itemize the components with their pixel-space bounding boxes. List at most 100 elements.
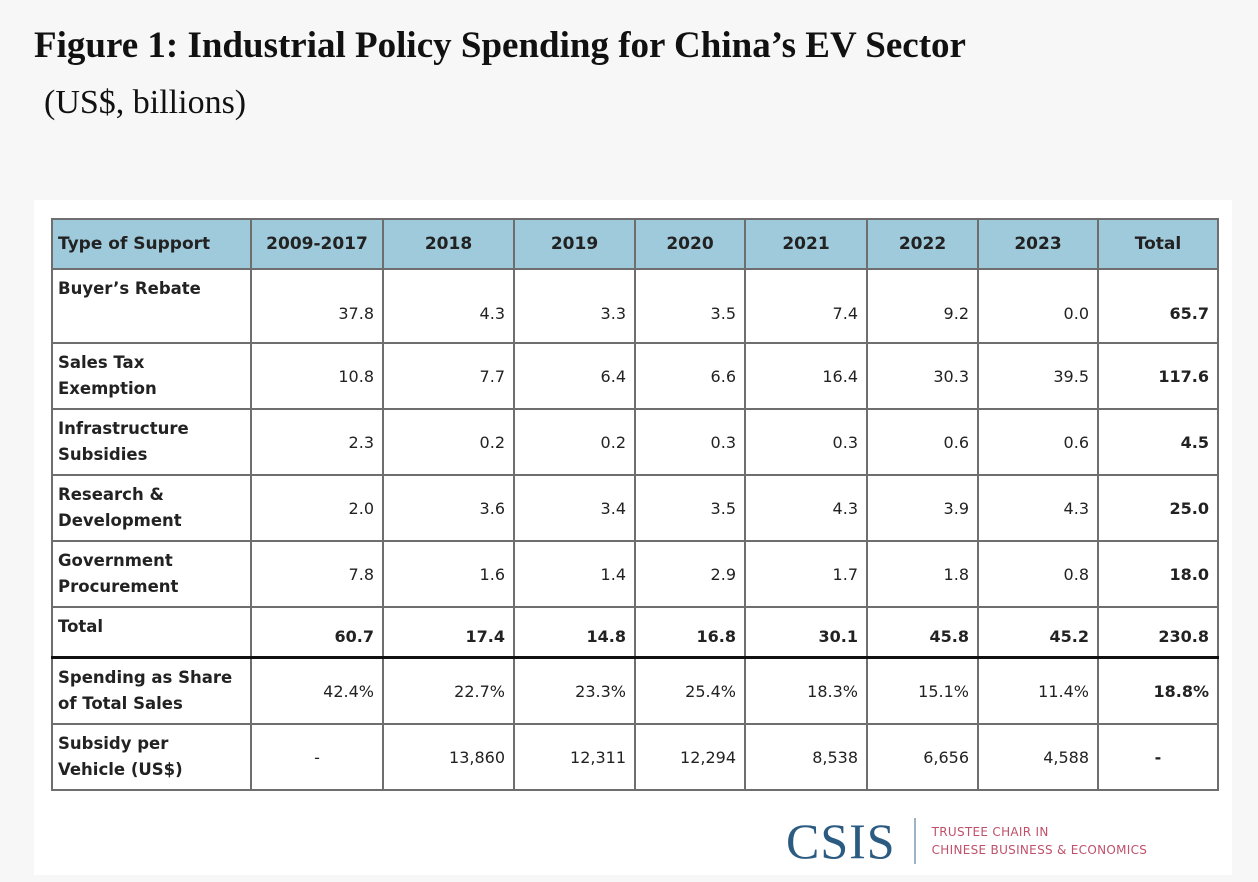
row-total-cell: 230.8 xyxy=(1097,606,1219,659)
value-cell: 16.4 xyxy=(744,342,868,410)
value-cell: 18.3% xyxy=(744,656,868,725)
row-label-line: Procurement xyxy=(58,577,179,596)
logo-chair: TRUSTEE CHAIR IN CHINESE BUSINESS & ECON… xyxy=(932,823,1148,859)
row-label-line: Government xyxy=(58,551,173,570)
row-label-line: Research & xyxy=(58,485,164,504)
row-label-line: Total xyxy=(58,617,104,636)
value-cell: 3.3 xyxy=(513,268,636,344)
value-cell: 45.8 xyxy=(866,606,979,659)
row-total-cell: - xyxy=(1097,723,1219,791)
logo-line2: CHINESE BUSINESS & ECONOMICS xyxy=(931,843,1148,857)
row-label: Buyer’s Rebate xyxy=(51,268,252,344)
row-total-cell: 18.0 xyxy=(1097,540,1219,608)
row-label: Subsidy per Vehicle (US$) xyxy=(51,723,252,791)
value-cell: 4,588 xyxy=(977,723,1099,791)
row-total-cell: 4.5 xyxy=(1097,408,1219,476)
table-row: Subsidy per Vehicle (US$) -13,860 12,311 12,… xyxy=(51,723,1219,791)
figure-subtitle: (US$, billions) xyxy=(44,84,247,121)
value-cell: 2.9 xyxy=(634,540,746,608)
logo-csis: CSIS xyxy=(786,813,896,869)
row-label-line: Development xyxy=(58,511,182,530)
value-cell: 39.5 xyxy=(977,342,1099,410)
row-label: Spending as Share of Total Sales xyxy=(51,656,252,725)
value-cell: 0.2 xyxy=(513,408,636,476)
spending-table: Type of Support 2009-2017 2018 2019 2020 2021… xyxy=(51,218,1219,791)
value-cell: 25.4% xyxy=(634,656,746,725)
value-cell: 3.4 xyxy=(513,474,636,542)
value-cell: 0.6 xyxy=(866,408,979,476)
value-cell: 42.4% xyxy=(250,656,384,725)
value-cell: 0.0 xyxy=(977,268,1099,344)
row-label-line: Subsidy per xyxy=(58,734,169,753)
row-label: Government Procurement xyxy=(51,540,252,608)
table-row: Government Procurement 7.8 1.6 1.4 2.9 1.7 1.8 0… xyxy=(51,540,1219,608)
column-header: Type of Support xyxy=(51,218,252,270)
row-label: Infrastructure Subsidies xyxy=(51,408,252,476)
table-row: Infrastructure Subsidies 2.3 0.2 0.2 0.3 0.3 0.… xyxy=(51,408,1219,476)
value-cell: 0.8 xyxy=(977,540,1099,608)
total-row: Total 60.7 17.4 14.8 16.8 30.1 45.8 45.2 230.8 xyxy=(51,606,1219,659)
value-cell: 12,294 xyxy=(634,723,746,791)
value-cell: 45.2 xyxy=(977,606,1099,659)
value-cell: 4.3 xyxy=(977,474,1099,542)
row-total-cell: 117.6 xyxy=(1097,342,1219,410)
value-cell: 14.8 xyxy=(513,606,636,659)
value-cell: 11.4% xyxy=(977,656,1099,725)
value-cell: 4.3 xyxy=(382,268,515,344)
row-label: Sales Tax Exemption xyxy=(51,342,252,410)
value-cell: - xyxy=(250,723,384,791)
row-label-line: Sales Tax xyxy=(58,353,145,372)
value-cell: 37.8 xyxy=(250,268,384,344)
value-cell: 9.2 xyxy=(866,268,979,344)
value-cell: 0.6 xyxy=(977,408,1099,476)
value-cell: 7.8 xyxy=(250,540,384,608)
value-cell: 8,538 xyxy=(744,723,868,791)
value-cell: 3.5 xyxy=(634,268,746,344)
value-cell: 6.4 xyxy=(513,342,636,410)
row-label-line: Exemption xyxy=(58,379,157,398)
table-row: Spending as Share of Total Sales 42.4% 22.7… xyxy=(51,656,1219,725)
row-label-line: of Total Sales xyxy=(58,694,183,713)
value-cell: 2.3 xyxy=(250,408,384,476)
row-total-cell: 18.8% xyxy=(1097,656,1219,725)
value-cell: 15.1% xyxy=(866,656,979,725)
column-header: 2021 xyxy=(744,218,868,270)
value-cell: 3.9 xyxy=(866,474,979,542)
value-cell: 3.5 xyxy=(634,474,746,542)
value-cell: 1.8 xyxy=(866,540,979,608)
header-row: Type of Support 2009-2017 2018 2019 2020 2021… xyxy=(51,218,1219,270)
row-label-line: Subsidies xyxy=(58,445,148,464)
value-cell: 13,860 xyxy=(382,723,515,791)
logo-line1: TRUSTEE CHAIR IN xyxy=(931,825,1049,839)
column-header: 2020 xyxy=(634,218,746,270)
row-label-line: Vehicle (US$) xyxy=(58,760,183,779)
row-total-cell: 25.0 xyxy=(1097,474,1219,542)
value-cell: 30.3 xyxy=(866,342,979,410)
column-header: Total xyxy=(1097,218,1219,270)
value-cell: 4.3 xyxy=(744,474,868,542)
column-header: 2022 xyxy=(866,218,979,270)
logo-divider xyxy=(913,818,916,864)
value-cell: 0.3 xyxy=(634,408,746,476)
value-cell: 1.4 xyxy=(513,540,636,608)
csis-logo: CSIS TRUSTEE CHAIR IN CHINESE BUSINESS &… xyxy=(786,812,1147,870)
value-cell: 3.6 xyxy=(382,474,515,542)
column-header: 2019 xyxy=(513,218,636,270)
value-cell: 30.1 xyxy=(744,606,868,659)
value-cell: 7.7 xyxy=(382,342,515,410)
row-label: Research & Development xyxy=(51,474,252,542)
value-cell: 1.7 xyxy=(744,540,868,608)
value-cell: 0.2 xyxy=(382,408,515,476)
value-cell: 7.4 xyxy=(744,268,868,344)
value-cell: 6.6 xyxy=(634,342,746,410)
value-cell: 12,311 xyxy=(513,723,636,791)
table-row: Research & Development 2.0 3.6 3.4 3.5 4.3 3.9 4… xyxy=(51,474,1219,542)
value-cell: 23.3% xyxy=(513,656,636,725)
value-cell: 10.8 xyxy=(250,342,384,410)
table-row: Sales Tax Exemption 10.8 7.7 6.4 6.6 16.4 30.3 3… xyxy=(51,342,1219,410)
row-total-cell: 65.7 xyxy=(1097,268,1219,344)
row-label-line: Infrastructure xyxy=(58,419,189,438)
row-label-line: Buyer’s Rebate xyxy=(58,279,201,298)
value-cell: 22.7% xyxy=(382,656,515,725)
value-cell: 17.4 xyxy=(382,606,515,659)
